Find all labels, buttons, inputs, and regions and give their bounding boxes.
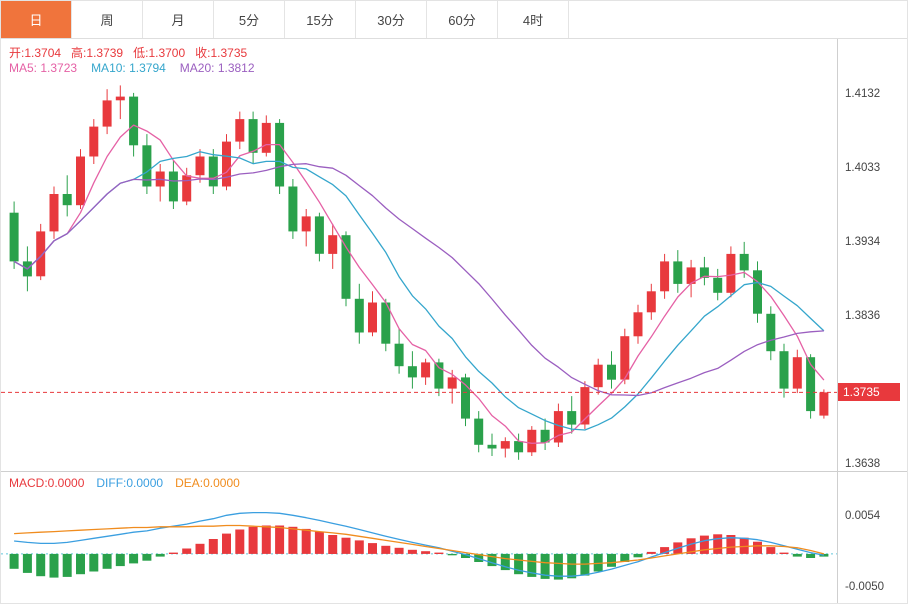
main-chart: 开:1.3704 高:1.3739 低:1.3700 收:1.3735 MA5:… (1, 39, 837, 471)
period-tabbar: 日周月 5分 15分 30分 60分 4时 (1, 1, 907, 39)
tab-5min[interactable]: 5分 (214, 1, 285, 38)
dea-value-legend: DEA:0.0000 (175, 476, 240, 490)
price-axis-label: 1.3934 (845, 236, 881, 248)
macd-value-legend: MACD:0.0000 (9, 476, 85, 490)
candlestick-chart-area[interactable] (1, 39, 837, 471)
tab-60min[interactable]: 60分 (427, 1, 498, 38)
tab-day[interactable]: 日 (1, 1, 72, 38)
macd-axis-label: 0.0054 (845, 510, 881, 522)
ma-legend: MA5: 1.3723 MA10: 1.3794 MA20: 1.3812 (9, 61, 255, 75)
tab-15min[interactable]: 15分 (285, 1, 356, 38)
price-axis: 1.3735 1.4132 1.4033 1.3934 1.3836 1.3638 0.0… (837, 39, 907, 603)
ohlc-legend: 开:1.3704 高:1.3739 低:1.3700 收:1.3735 (9, 44, 247, 61)
macd-chart-area[interactable] (1, 472, 837, 603)
panel-divider (1, 471, 907, 472)
current-price-tag: 1.3735 (838, 383, 900, 401)
tab-week[interactable]: 周 (72, 1, 143, 38)
tab-30min[interactable]: 30分 (356, 1, 427, 38)
price-axis-label: 1.4033 (845, 162, 881, 174)
open-legend: 开:1.3704 (9, 46, 62, 60)
low-legend: 低:1.3700 (133, 46, 186, 60)
high-legend: 高:1.3739 (71, 46, 124, 60)
ma5-legend: MA5: 1.3723 (9, 61, 78, 75)
ma20-legend: MA20: 1.3812 (179, 61, 255, 75)
macd-legend: MACD:0.0000 DIFF:0.0000 DEA:0.0000 (9, 476, 240, 490)
macd-axis-label: -0.0050 (845, 581, 885, 593)
close-legend: 收:1.3735 (195, 46, 248, 60)
diff-value-legend: DIFF:0.0000 (96, 476, 164, 490)
macd-panel: MACD:0.0000 DIFF:0.0000 DEA:0.0000 (1, 472, 837, 603)
tab-month[interactable]: 月 (143, 1, 214, 38)
price-axis-label: 1.4132 (845, 88, 881, 100)
price-axis-label: 1.3836 (845, 310, 881, 322)
price-axis-label: 1.3638 (845, 458, 881, 470)
ma10-legend: MA10: 1.3794 (91, 61, 166, 75)
tab-4hour[interactable]: 4时 (498, 1, 569, 38)
